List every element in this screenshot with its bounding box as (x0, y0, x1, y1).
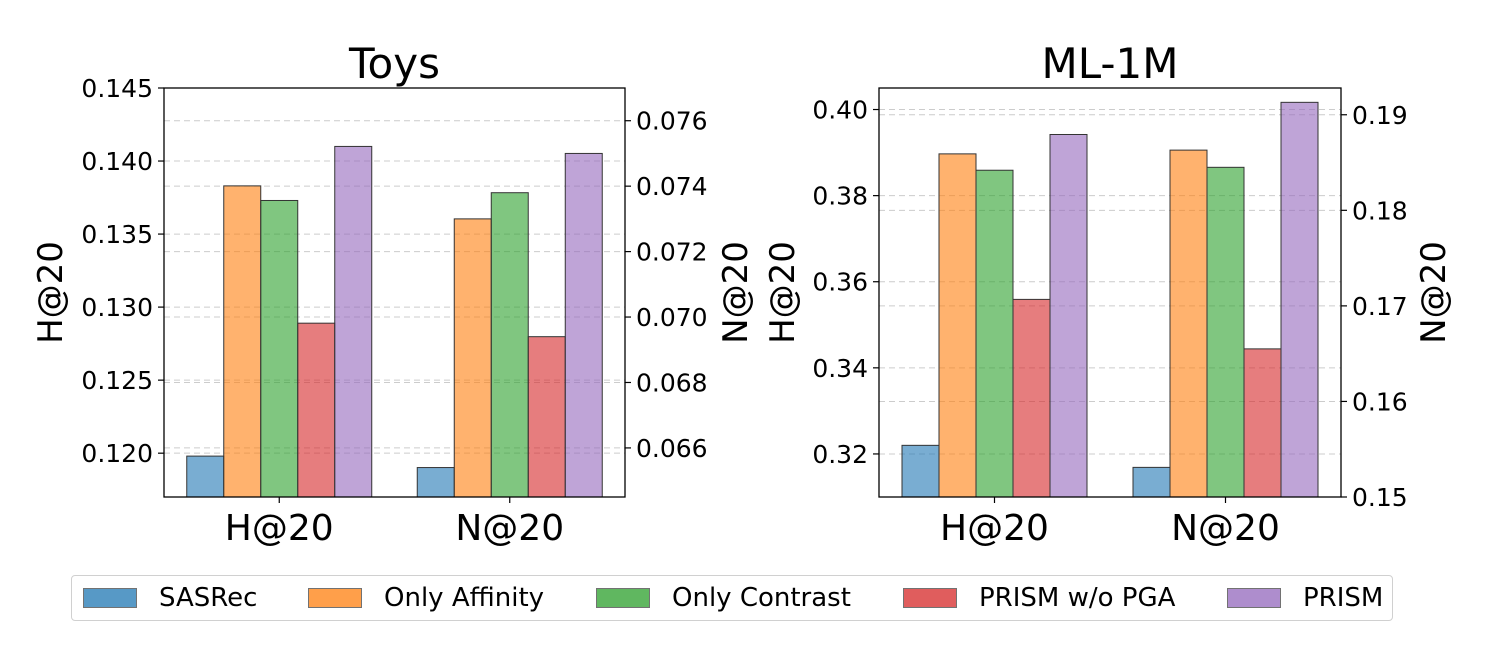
legend-item-sasrec: SASRec (83, 583, 258, 613)
legend-label-prism-wo-pga: PRISM w/o PGA (979, 583, 1176, 613)
y-right-tick-label: 0.070 (636, 303, 708, 332)
chart-panel-toys: H@20 N@20 0.120 0.125 0.130 0.135 0.140 0.145 0.… (31, 39, 756, 549)
legend-label-prism: PRISM (1303, 583, 1384, 613)
y-right-tick-label: 0.17 (1352, 292, 1408, 321)
bar-prism-h-20 (334, 145, 373, 498)
y-left-tick-label: 0.130 (81, 293, 153, 322)
y-right-tick-label: 0.072 (636, 238, 708, 267)
legend-swatch-only-affinity (308, 588, 362, 608)
y-left-tick-label: 0.125 (81, 366, 153, 395)
chart-title: ML-1M (1041, 39, 1178, 88)
y-axis-label-right: N@20 (716, 241, 756, 344)
y-right-tick-label: 0.068 (636, 368, 708, 397)
bar-prism-h-20 (1049, 133, 1088, 498)
legend-swatch-only-contrast (596, 588, 650, 608)
bar-only-affinity-n-20 (453, 218, 492, 498)
y-left-tick-label: 0.32 (812, 440, 868, 469)
y-right-tick-label: 0.18 (1352, 196, 1408, 225)
legend-swatch-prism (1227, 588, 1281, 608)
legend-item-prism-wo-pga: PRISM w/o PGA (903, 583, 1176, 613)
x-tick-label: N@20 (455, 508, 564, 549)
x-tick-label: N@20 (1171, 508, 1280, 549)
bar-prism-w-o-pga-h-20 (1012, 298, 1051, 498)
y-left-tick-label: 0.120 (81, 439, 153, 468)
bar-prism-w-o-pga-n-20 (1243, 348, 1282, 498)
y-right-tick-label: 0.076 (636, 107, 708, 136)
x-tick-label: H@20 (225, 508, 334, 549)
bar-only-contrast-h-20 (975, 169, 1014, 498)
y-right-tick-label: 0.074 (636, 172, 708, 201)
legend-label-sasrec: SASRec (159, 583, 258, 613)
bar-only-affinity-n-20 (1169, 149, 1208, 498)
figure: H@20 N@200.1200.1250.1300.1350.1400.1450.… (31, 39, 1454, 549)
y-axis-label-left: H@20 (763, 241, 803, 344)
legend-item-only-affinity: Only Affinity (308, 583, 545, 613)
y-right-tick-label: 0.15 (1352, 483, 1408, 512)
bar-prism-n-20 (564, 152, 603, 498)
y-left-tick-label: 0.36 (812, 268, 868, 297)
bar-sasrec-h-20 (901, 444, 940, 498)
bar-only-contrast-n-20 (490, 192, 529, 498)
legend-item-prism: PRISM (1227, 583, 1384, 613)
y-left-tick-label: 0.34 (812, 354, 868, 383)
bar-prism-w-o-pga-h-20 (297, 322, 336, 498)
bar-only-contrast-h-20 (260, 199, 299, 498)
y-left-tick-label: 0.145 (81, 74, 153, 103)
bar-only-contrast-n-20 (1206, 166, 1245, 498)
legend-swatch-prism-wo-pga (903, 588, 957, 608)
y-right-tick-label: 0.16 (1352, 387, 1408, 416)
bar-sasrec-n-20 (416, 467, 455, 498)
legend: SASRec Only Affinity Only Contrast PRISM… (71, 575, 1393, 621)
y-right-tick-label: 0.066 (636, 434, 708, 463)
y-left-tick-label: 0.140 (81, 147, 153, 176)
y-left-tick-label: 0.40 (812, 96, 868, 125)
bar-prism-n-20 (1280, 101, 1319, 498)
bar-sasrec-h-20 (186, 455, 225, 498)
y-left-tick-label: 0.135 (81, 220, 153, 249)
chart-title: Toys (348, 39, 440, 88)
plot-frame (878, 87, 1342, 498)
bar-prism-w-o-pga-n-20 (527, 336, 566, 498)
x-tick-label: H@20 (940, 508, 1049, 549)
plot-frame (163, 87, 626, 498)
y-axis-label-left: H@20 (31, 241, 71, 344)
bar-only-affinity-h-20 (938, 153, 977, 498)
y-left-tick-label: 0.38 (812, 182, 868, 211)
legend-label-only-affinity: Only Affinity (384, 583, 545, 613)
legend-label-only-contrast: Only Contrast (672, 583, 851, 613)
legend-swatch-sasrec (83, 588, 137, 608)
legend-item-only-contrast: Only Contrast (596, 583, 851, 613)
bar-only-affinity-h-20 (223, 185, 262, 498)
bar-sasrec-n-20 (1132, 466, 1171, 498)
y-right-tick-label: 0.19 (1352, 101, 1408, 130)
y-axis-label-right: N@20 (1414, 241, 1454, 344)
chart-panel-ml-1m: H@20 N@20 0.32 0.34 0.36 0.38 0.40 0.15 0.16 0.17… (763, 39, 1454, 549)
